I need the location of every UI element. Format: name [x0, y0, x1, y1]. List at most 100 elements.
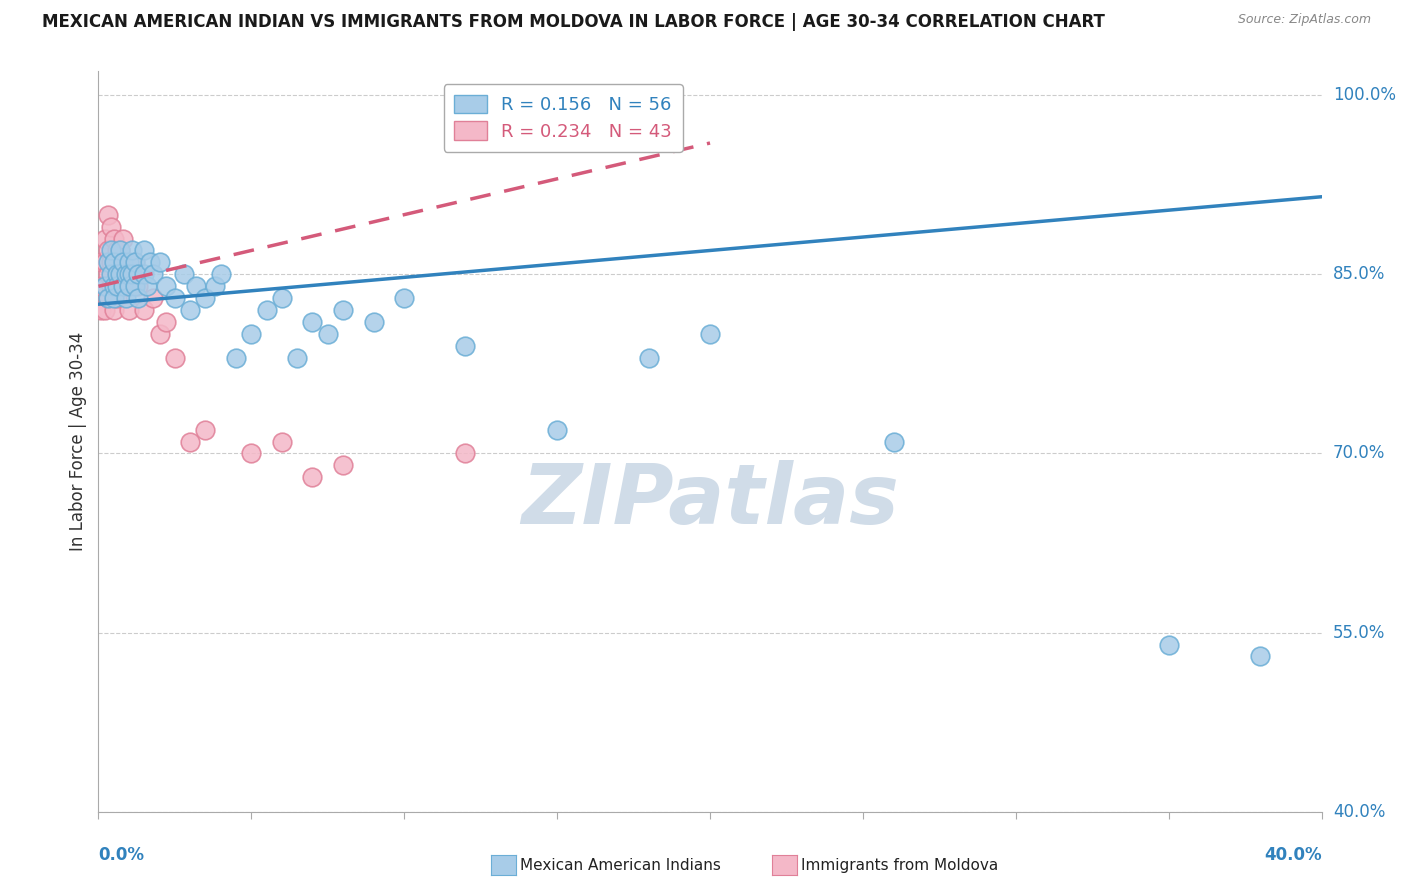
Text: 85.0%: 85.0%: [1333, 265, 1385, 284]
Point: [100, 219, 122, 234]
Point: [115, 268, 138, 282]
Point: [103, 279, 125, 293]
Point: [97, 208, 120, 222]
Point: [454, 339, 477, 353]
Point: [149, 327, 172, 342]
Point: [108, 244, 131, 258]
Point: [93, 279, 115, 293]
Text: 40.0%: 40.0%: [1333, 803, 1385, 821]
Point: [194, 423, 217, 437]
Point: [105, 291, 128, 305]
Point: [225, 351, 247, 365]
Point: [118, 279, 141, 293]
Point: [270, 291, 292, 305]
Text: Immigrants from Moldova: Immigrants from Moldova: [801, 858, 998, 872]
Point: [97, 255, 120, 269]
Point: [173, 268, 195, 282]
Point: [163, 351, 186, 365]
Point: [105, 268, 128, 282]
Point: [103, 279, 125, 293]
Point: [118, 303, 141, 318]
Point: [93, 279, 115, 293]
Point: [97, 291, 120, 305]
Text: 0.0%: 0.0%: [98, 847, 145, 864]
Point: [118, 268, 141, 282]
Point: [1157, 638, 1180, 652]
Point: [194, 291, 217, 305]
Point: [124, 279, 146, 293]
Point: [115, 279, 138, 293]
Text: 100.0%: 100.0%: [1333, 87, 1396, 104]
Point: [111, 231, 134, 245]
Point: [256, 303, 278, 318]
Point: [179, 303, 201, 318]
Point: [136, 279, 159, 293]
Point: [111, 279, 134, 293]
Point: [100, 268, 122, 282]
Point: [155, 315, 177, 329]
Point: [118, 279, 141, 293]
Point: [121, 268, 143, 282]
Point: [149, 255, 172, 269]
Point: [93, 255, 115, 269]
Point: [97, 244, 120, 258]
Text: ZIPatlas: ZIPatlas: [522, 460, 898, 541]
Point: [142, 291, 165, 305]
Point: [108, 244, 131, 258]
Point: [105, 279, 128, 293]
Point: [121, 244, 143, 258]
Text: 70.0%: 70.0%: [1333, 444, 1385, 462]
Point: [105, 268, 128, 282]
Point: [134, 303, 156, 318]
Point: [108, 268, 131, 282]
Point: [97, 291, 120, 305]
Point: [90, 255, 112, 269]
Point: [90, 303, 112, 318]
Text: Source: ZipAtlas.com: Source: ZipAtlas.com: [1237, 13, 1371, 27]
Point: [127, 279, 149, 293]
Legend: R = 0.156   N = 56, R = 0.234   N = 43: R = 0.156 N = 56, R = 0.234 N = 43: [443, 84, 683, 152]
Point: [163, 291, 186, 305]
Point: [115, 255, 138, 269]
Point: [100, 244, 122, 258]
Point: [134, 268, 156, 282]
Point: [90, 279, 112, 293]
Point: [134, 244, 156, 258]
Point: [363, 315, 385, 329]
Point: [637, 351, 661, 365]
Point: [332, 458, 354, 473]
Point: [105, 244, 128, 258]
Point: [204, 279, 226, 293]
Point: [454, 446, 477, 460]
Point: [301, 470, 323, 484]
Point: [1249, 649, 1271, 664]
Point: [186, 279, 208, 293]
Point: [546, 423, 568, 437]
Point: [179, 434, 201, 449]
Point: [139, 255, 162, 269]
Point: [883, 434, 905, 449]
Point: [103, 255, 125, 269]
Point: [103, 291, 125, 305]
Point: [699, 327, 721, 342]
Point: [103, 231, 125, 245]
Point: [209, 268, 232, 282]
Point: [97, 268, 120, 282]
Point: [285, 351, 308, 365]
Point: [100, 279, 122, 293]
Point: [124, 255, 146, 269]
Point: [111, 268, 134, 282]
Point: [115, 291, 138, 305]
Point: [270, 434, 292, 449]
Point: [103, 303, 125, 318]
Point: [301, 315, 323, 329]
Point: [240, 327, 263, 342]
Point: [142, 268, 165, 282]
Point: [100, 255, 122, 269]
Point: [127, 291, 149, 305]
Point: [111, 255, 134, 269]
Point: [93, 231, 115, 245]
Point: [127, 268, 149, 282]
Point: [124, 255, 146, 269]
Text: 55.0%: 55.0%: [1333, 624, 1385, 641]
